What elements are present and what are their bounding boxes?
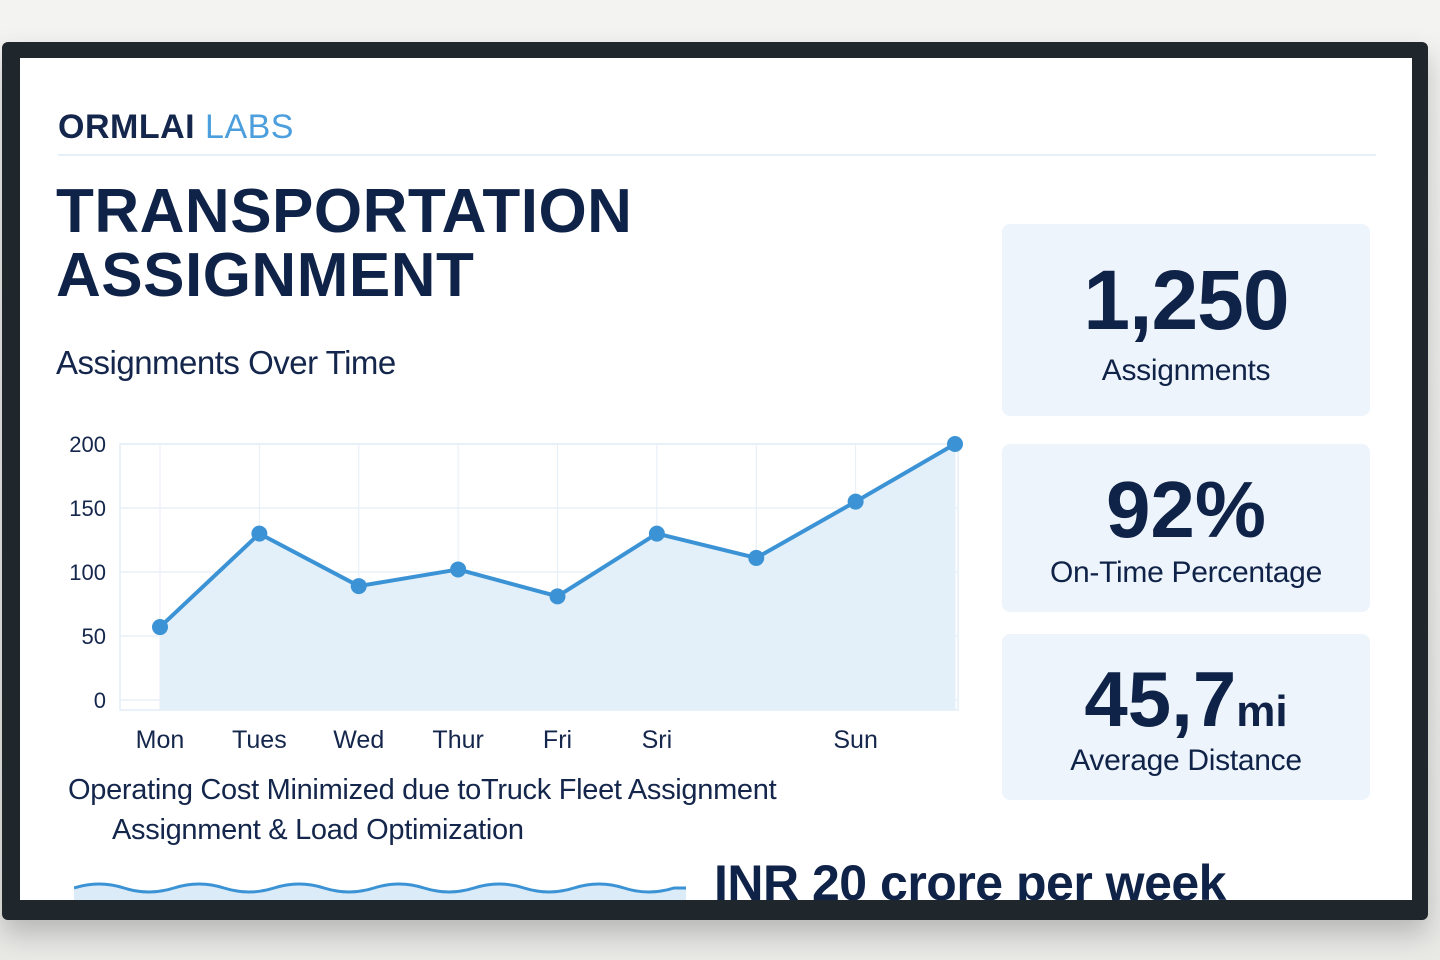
assignments-line-chart: 200 150 100 50 0 Mon Tues Wed Thur Fri Sri Sun bbox=[69, 432, 963, 754]
title-line-1: TRANSPORTATION bbox=[56, 177, 633, 246]
y-tick-label: 0 bbox=[94, 688, 106, 713]
x-tick-label: Sun bbox=[833, 726, 877, 754]
y-tick-label: 150 bbox=[69, 496, 106, 521]
kpi-distance-label: Average Distance bbox=[1070, 744, 1302, 777]
wave-decoration bbox=[74, 882, 686, 900]
data-point bbox=[251, 525, 268, 542]
data-point bbox=[549, 588, 566, 605]
x-tick-label: Wed bbox=[333, 726, 384, 754]
data-point bbox=[648, 525, 665, 542]
kpi-on-time-label: On-Time Percentage bbox=[1050, 556, 1322, 589]
kpi-card-assignments: 1,250 Assignments bbox=[1002, 224, 1370, 416]
x-tick-label: Fri bbox=[543, 726, 572, 754]
wave-line bbox=[74, 882, 686, 894]
x-axis: Mon Tues Wed Thur Fri Sri Sun bbox=[136, 726, 878, 754]
x-tick-label: Mon bbox=[136, 726, 185, 754]
kpi-assignments-label: Assignments bbox=[1101, 354, 1271, 387]
x-tick-label: Sri bbox=[642, 726, 673, 754]
savings-value: INR 20 crore per week bbox=[714, 855, 1227, 900]
data-point bbox=[748, 549, 765, 566]
kpi-distance-value: 45,7 bbox=[1084, 655, 1237, 743]
brand-accent: LABS bbox=[205, 108, 294, 146]
wave-fill bbox=[74, 884, 686, 900]
kpi-distance-value-wrap: 45,7mi bbox=[1002, 660, 1370, 738]
chart-area bbox=[160, 444, 955, 710]
chart-series bbox=[152, 436, 963, 636]
cost-description-line-1: Operating Cost Minimized due toTruck Fle… bbox=[68, 774, 777, 806]
data-point bbox=[947, 436, 963, 452]
brand-name: ORMLAI bbox=[58, 108, 196, 146]
y-tick-label: 50 bbox=[82, 624, 106, 649]
kpi-distance-unit: mi bbox=[1236, 687, 1288, 736]
title-line-2: ASSIGNMENT bbox=[56, 241, 475, 310]
kpi-on-time-value: 92% bbox=[1105, 465, 1267, 554]
data-point bbox=[350, 578, 367, 595]
kpi-assignments-value: 1,250 bbox=[1083, 253, 1289, 347]
chart-title: Assignments Over Time bbox=[56, 344, 396, 381]
dashboard-screen: ORMLAI LABS TRANSPORTATION ASSIGNMENT As… bbox=[20, 58, 1412, 900]
x-tick-label: Tues bbox=[232, 726, 287, 754]
data-point bbox=[450, 561, 467, 578]
cost-description-line-2: Assignment & Load Optimization bbox=[112, 814, 524, 846]
brand-logo: ORMLAI LABS bbox=[58, 108, 294, 147]
data-point bbox=[152, 619, 168, 636]
header-divider bbox=[58, 154, 1376, 156]
series-area bbox=[160, 444, 955, 710]
x-tick-label: Thur bbox=[432, 726, 483, 754]
y-axis: 200 150 100 50 0 bbox=[69, 432, 106, 713]
y-tick-label: 100 bbox=[69, 560, 106, 585]
kpi-card-distance: 45,7mi Average Distance bbox=[1002, 634, 1370, 800]
monitor-frame: ORMLAI LABS TRANSPORTATION ASSIGNMENT As… bbox=[2, 42, 1428, 920]
y-tick-label: 200 bbox=[69, 432, 106, 457]
data-point bbox=[847, 493, 864, 510]
kpi-card-on-time: 92% On-Time Percentage bbox=[1002, 444, 1370, 612]
page-title: TRANSPORTATION ASSIGNMENT bbox=[56, 180, 632, 308]
